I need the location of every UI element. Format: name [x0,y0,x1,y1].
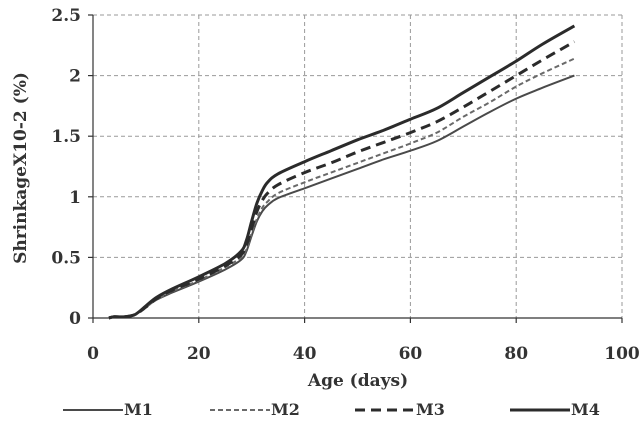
tick-labels: 0 20 40 60 80 100 0 0.5 1 1.5 2 2.5 [51,6,639,364]
x-axis-title: Age (days) [307,371,408,391]
x-tick-label: 20 [187,344,211,364]
y-tick-label: 1.5 [51,127,81,147]
y-tick-label: 2 [69,67,81,87]
series-line-m3 [108,40,576,320]
y-tick-label: 2.5 [51,6,81,26]
series-line-m4 [108,24,576,320]
y-axis-title: ShrinkageX10-2 (%) [11,72,31,264]
legend-label-m2: M2 [271,400,300,419]
series-lines [108,24,576,320]
x-tick-label: 40 [293,344,317,364]
y-tick-label: 0.5 [51,248,81,268]
x-tick-label: 100 [604,344,640,364]
y-tick-label: 1 [69,188,81,208]
legend-label-m4: M4 [571,400,600,419]
x-tick-label: 0 [87,344,99,364]
axes [88,14,623,323]
y-tick-label: 0 [69,309,81,329]
legend: M1 M2 M3 M4 [63,400,600,419]
x-tick-label: 60 [399,344,423,364]
grid-lines [93,14,623,318]
legend-label-m3: M3 [416,400,445,419]
legend-label-m1: M1 [124,400,153,419]
x-tick-label: 80 [504,344,528,364]
series-line-m2 [108,57,575,319]
